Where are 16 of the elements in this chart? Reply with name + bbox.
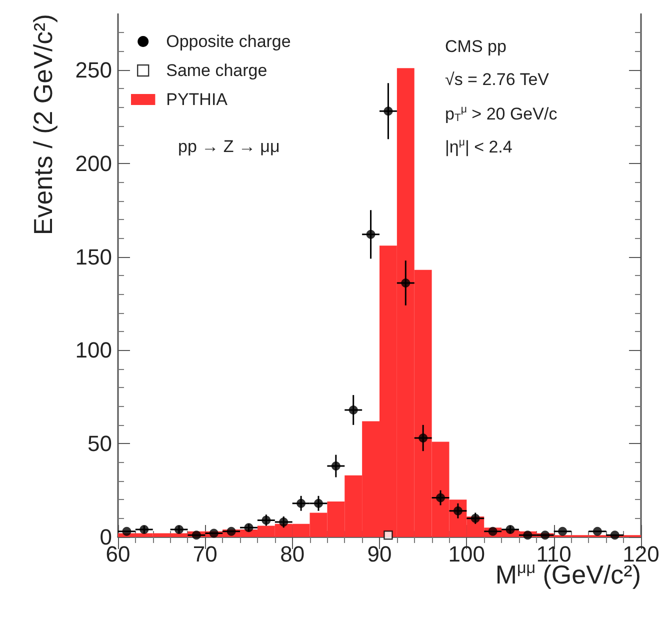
legend-label: Opposite charge xyxy=(166,32,291,51)
y-tick-label: 200 xyxy=(75,150,112,176)
x-tick-label: 80 xyxy=(280,542,305,566)
annotation: √s = 2.76 TeV xyxy=(445,70,550,89)
y-tick-label: 50 xyxy=(88,431,112,456)
y-tick-label: 100 xyxy=(75,338,112,363)
legend-label: Same charge xyxy=(166,61,268,80)
x-tick-label: 100 xyxy=(448,542,486,566)
x-tick-label: 70 xyxy=(192,542,218,566)
y-tick-label: 150 xyxy=(75,244,112,270)
y-tick-label: 250 xyxy=(75,58,112,83)
annotation: CMS pp xyxy=(445,37,506,56)
legend-label: PYTHIA xyxy=(166,90,228,109)
y-axis-title: Events / (2 GeV/c²) xyxy=(28,14,58,236)
x-tick-label: 90 xyxy=(367,542,392,566)
annotation: pp → Z → μμ xyxy=(178,137,280,156)
